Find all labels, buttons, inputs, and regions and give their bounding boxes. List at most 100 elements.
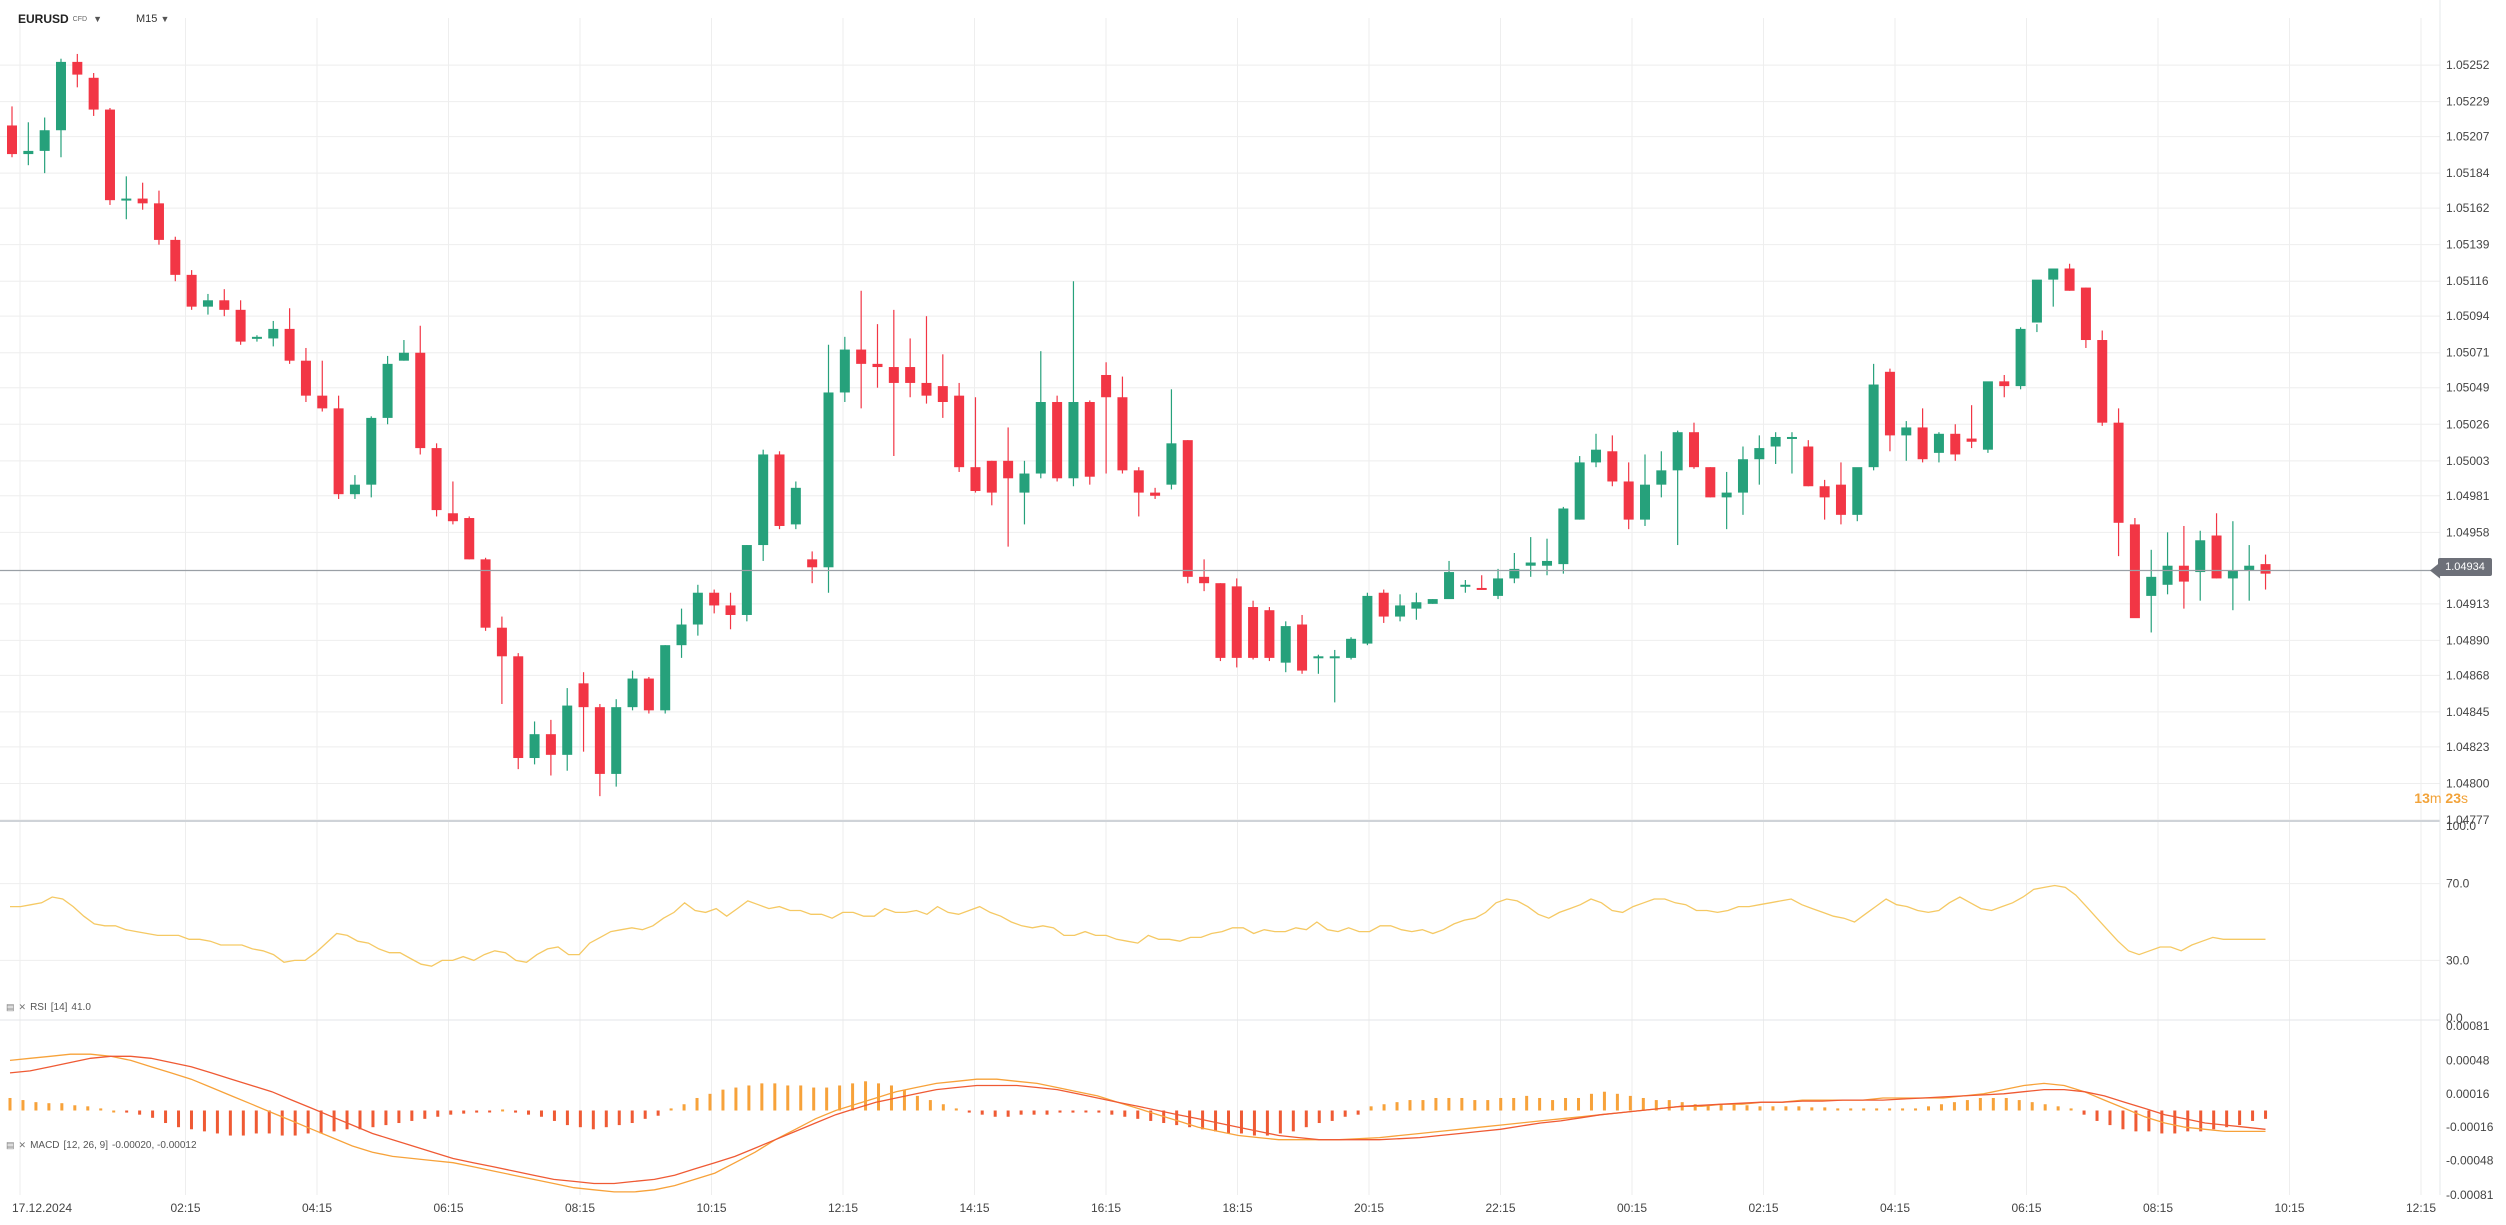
candle-body xyxy=(1166,443,1177,485)
candle-body xyxy=(741,545,752,615)
candle-body xyxy=(1460,584,1471,587)
y-tick-label: 1.05116 xyxy=(2446,274,2489,288)
macd-y-tick-label: 0.00048 xyxy=(2446,1053,2490,1067)
y-tick-label: 1.04800 xyxy=(2446,776,2490,790)
candle-body xyxy=(1084,402,1095,477)
macd-histogram-bar xyxy=(358,1110,362,1130)
candle-body xyxy=(1313,656,1324,659)
candle-body xyxy=(1950,433,1961,455)
candle-body xyxy=(1003,460,1014,479)
macd-histogram-bar xyxy=(319,1110,323,1134)
candle-body xyxy=(349,484,360,495)
candle-body xyxy=(1133,470,1144,493)
macd-histogram-bar xyxy=(1939,1104,1943,1111)
candle-body xyxy=(1493,578,1504,596)
macd-y-tick-label: -0.00016 xyxy=(2446,1120,2494,1134)
candle-body xyxy=(2260,564,2271,574)
candle-body xyxy=(774,454,785,526)
candle-body xyxy=(317,395,328,409)
candle-body xyxy=(1182,440,1193,577)
candle-body xyxy=(1754,448,1765,460)
macd-histogram-bar xyxy=(1551,1100,1555,1111)
settings-icon[interactable]: ▤ xyxy=(6,1140,15,1150)
macd-histogram-bar xyxy=(2225,1110,2229,1128)
candle-body xyxy=(676,624,687,646)
timeframe-selector[interactable]: M15 ▼ xyxy=(136,13,169,25)
x-tick-label: 08:15 xyxy=(2143,1201,2173,1215)
settings-icon[interactable]: ▤ xyxy=(6,1002,15,1012)
x-tick-label: 17.12.2024 xyxy=(12,1201,72,1215)
candle-body xyxy=(1542,560,1553,566)
candle-body xyxy=(2015,328,2026,387)
macd-histogram-bar xyxy=(164,1110,168,1124)
x-tick-label: 04:15 xyxy=(302,1201,332,1215)
macd-histogram-bar xyxy=(1291,1110,1295,1132)
rsi-label: RSI xyxy=(30,1002,47,1013)
candle-body xyxy=(1819,486,1830,498)
macd-histogram-bar xyxy=(423,1110,427,1119)
macd-histogram-bar xyxy=(967,1110,971,1113)
macd-histogram-bar xyxy=(86,1106,90,1111)
macd-histogram-bar xyxy=(2121,1110,2125,1130)
timeframe-dropdown-icon[interactable]: ▼ xyxy=(160,14,170,24)
candle-body xyxy=(1721,492,1732,498)
macd-histogram-bar xyxy=(2238,1110,2242,1126)
rsi-value: 41.0 xyxy=(71,1002,91,1013)
macd-histogram-bar xyxy=(1369,1106,1373,1111)
macd-histogram-bar xyxy=(1317,1110,1321,1124)
macd-histogram-bar xyxy=(436,1110,440,1117)
macd-histogram-bar xyxy=(695,1097,699,1111)
x-tick-label: 16:15 xyxy=(1091,1201,1121,1215)
macd-histogram-bar xyxy=(1901,1108,1905,1111)
symbol-dropdown-icon[interactable]: ▼ xyxy=(93,14,102,24)
macd-histogram-bar xyxy=(151,1110,155,1118)
close-icon[interactable]: ✕ xyxy=(18,1140,27,1150)
candle-body xyxy=(1476,587,1487,590)
candle-body xyxy=(1999,381,2010,387)
candle-body xyxy=(2162,565,2173,585)
macd-histogram-bar xyxy=(1706,1105,1710,1111)
macd-histogram-bar xyxy=(2147,1110,2151,1132)
y-tick-label: 1.04777 xyxy=(2446,813,2490,827)
close-icon[interactable]: ✕ xyxy=(18,1002,27,1012)
candle-body xyxy=(1411,602,1422,609)
macd-histogram-bar xyxy=(928,1100,932,1111)
y-tick-label: 1.05229 xyxy=(2446,95,2490,109)
macd-histogram-bar xyxy=(1512,1097,1516,1111)
candle-body xyxy=(153,203,164,240)
y-tick-label: 1.05049 xyxy=(2446,381,2490,395)
macd-histogram-bar xyxy=(2095,1110,2099,1121)
countdown-minutes: 13 xyxy=(2414,790,2430,806)
symbol-label[interactable]: EURUSD xyxy=(18,12,69,26)
y-tick-label: 1.05026 xyxy=(2446,417,2490,431)
candle-body xyxy=(1852,467,1863,515)
candle-body xyxy=(1786,436,1797,439)
macd-histogram-bar xyxy=(1602,1091,1606,1111)
candle-body xyxy=(872,363,883,368)
macd-histogram-bar xyxy=(552,1110,556,1121)
candle-body xyxy=(251,336,262,339)
macd-histogram-bar xyxy=(1421,1100,1425,1111)
y-tick-label: 1.05139 xyxy=(2446,238,2490,252)
candle-body xyxy=(1509,568,1520,579)
y-tick-label: 1.05162 xyxy=(2446,201,2490,215)
macd-histogram-bar xyxy=(1797,1106,1801,1111)
candle-body xyxy=(1803,446,1814,487)
candle-body xyxy=(268,328,279,339)
candle-body xyxy=(1574,462,1585,520)
x-tick-label: 06:15 xyxy=(2011,1201,2041,1215)
macd-histogram-bar xyxy=(2082,1110,2086,1115)
candle-body xyxy=(562,705,573,755)
macd-histogram-bar xyxy=(1460,1097,1464,1111)
macd-histogram-bar xyxy=(1175,1110,1179,1126)
macd-histogram-bar xyxy=(125,1110,129,1113)
macd-histogram-bar xyxy=(2017,1100,2021,1111)
macd-histogram-bar xyxy=(1330,1110,1334,1121)
candle-body xyxy=(1591,449,1602,463)
candle-body xyxy=(284,328,295,361)
macd-histogram-bar xyxy=(954,1108,958,1111)
macd-histogram-bar xyxy=(2173,1110,2177,1134)
y-tick-label: 1.04845 xyxy=(2446,705,2490,719)
macd-histogram-bar xyxy=(565,1110,569,1126)
